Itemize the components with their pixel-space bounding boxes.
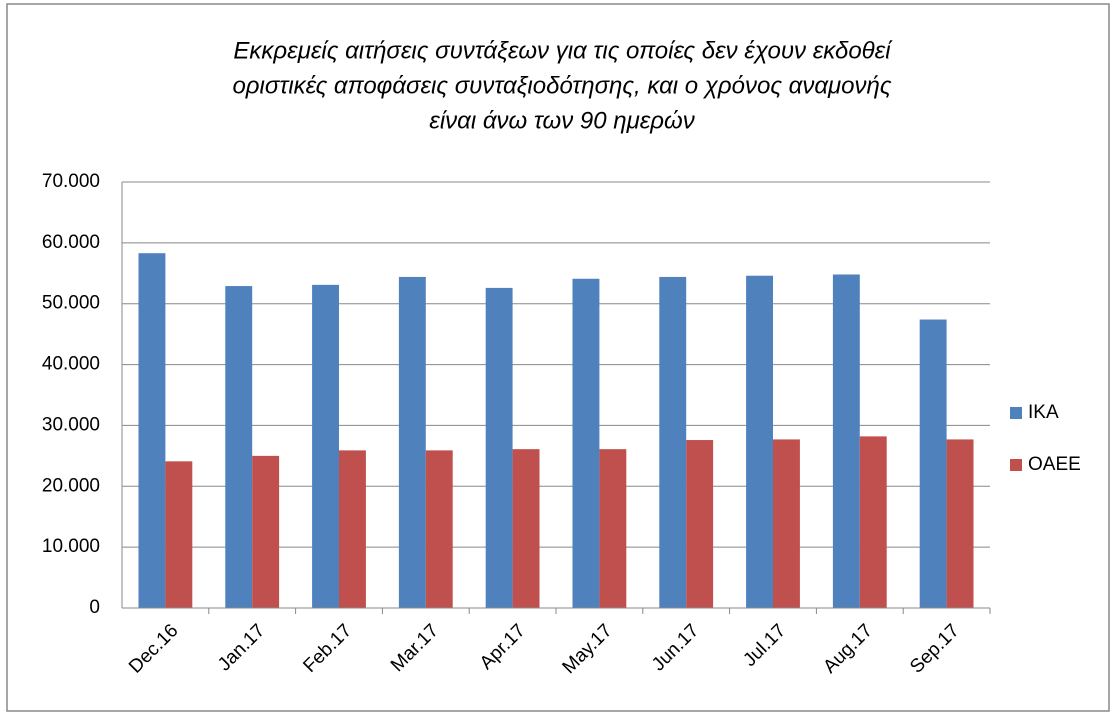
bar xyxy=(832,274,860,608)
bar xyxy=(225,286,253,608)
y-tick-label: 20.000 xyxy=(42,475,100,496)
bar xyxy=(919,319,947,608)
bar xyxy=(425,450,453,608)
bar xyxy=(398,276,426,608)
bar xyxy=(773,439,800,608)
bar xyxy=(138,253,166,608)
bar xyxy=(165,461,193,608)
chart-title: Εκκρεμείς αιτήσεις συντάξεων για τις οπο… xyxy=(233,37,893,64)
bar xyxy=(686,440,714,608)
y-tick-label: 60.000 xyxy=(42,232,100,253)
bar xyxy=(485,287,513,608)
chart-title: οριστικές αποφάσεις συνταξιοδότησης, και… xyxy=(232,72,891,99)
chart-title: είναι άνω των 90 ημερών xyxy=(429,107,694,134)
bar xyxy=(512,449,540,608)
legend-label: OAEE xyxy=(1028,454,1081,475)
bar xyxy=(572,278,600,608)
legend-label: IKA xyxy=(1028,402,1059,423)
bar xyxy=(339,450,366,608)
y-tick-label: 70.000 xyxy=(42,171,100,192)
y-tick-label: 30.000 xyxy=(42,414,100,435)
y-tick-label: 50.000 xyxy=(42,293,100,314)
bar xyxy=(746,275,773,608)
bar xyxy=(599,449,627,608)
legend-swatch xyxy=(1010,459,1022,471)
bar xyxy=(312,284,339,608)
bar xyxy=(946,439,974,608)
legend-swatch xyxy=(1010,407,1022,419)
y-tick-label: 0 xyxy=(89,597,100,618)
bar xyxy=(859,436,887,608)
bar xyxy=(252,455,280,608)
y-tick-label: 40.000 xyxy=(42,354,100,375)
bar xyxy=(659,276,687,608)
y-tick-label: 10.000 xyxy=(42,536,100,557)
